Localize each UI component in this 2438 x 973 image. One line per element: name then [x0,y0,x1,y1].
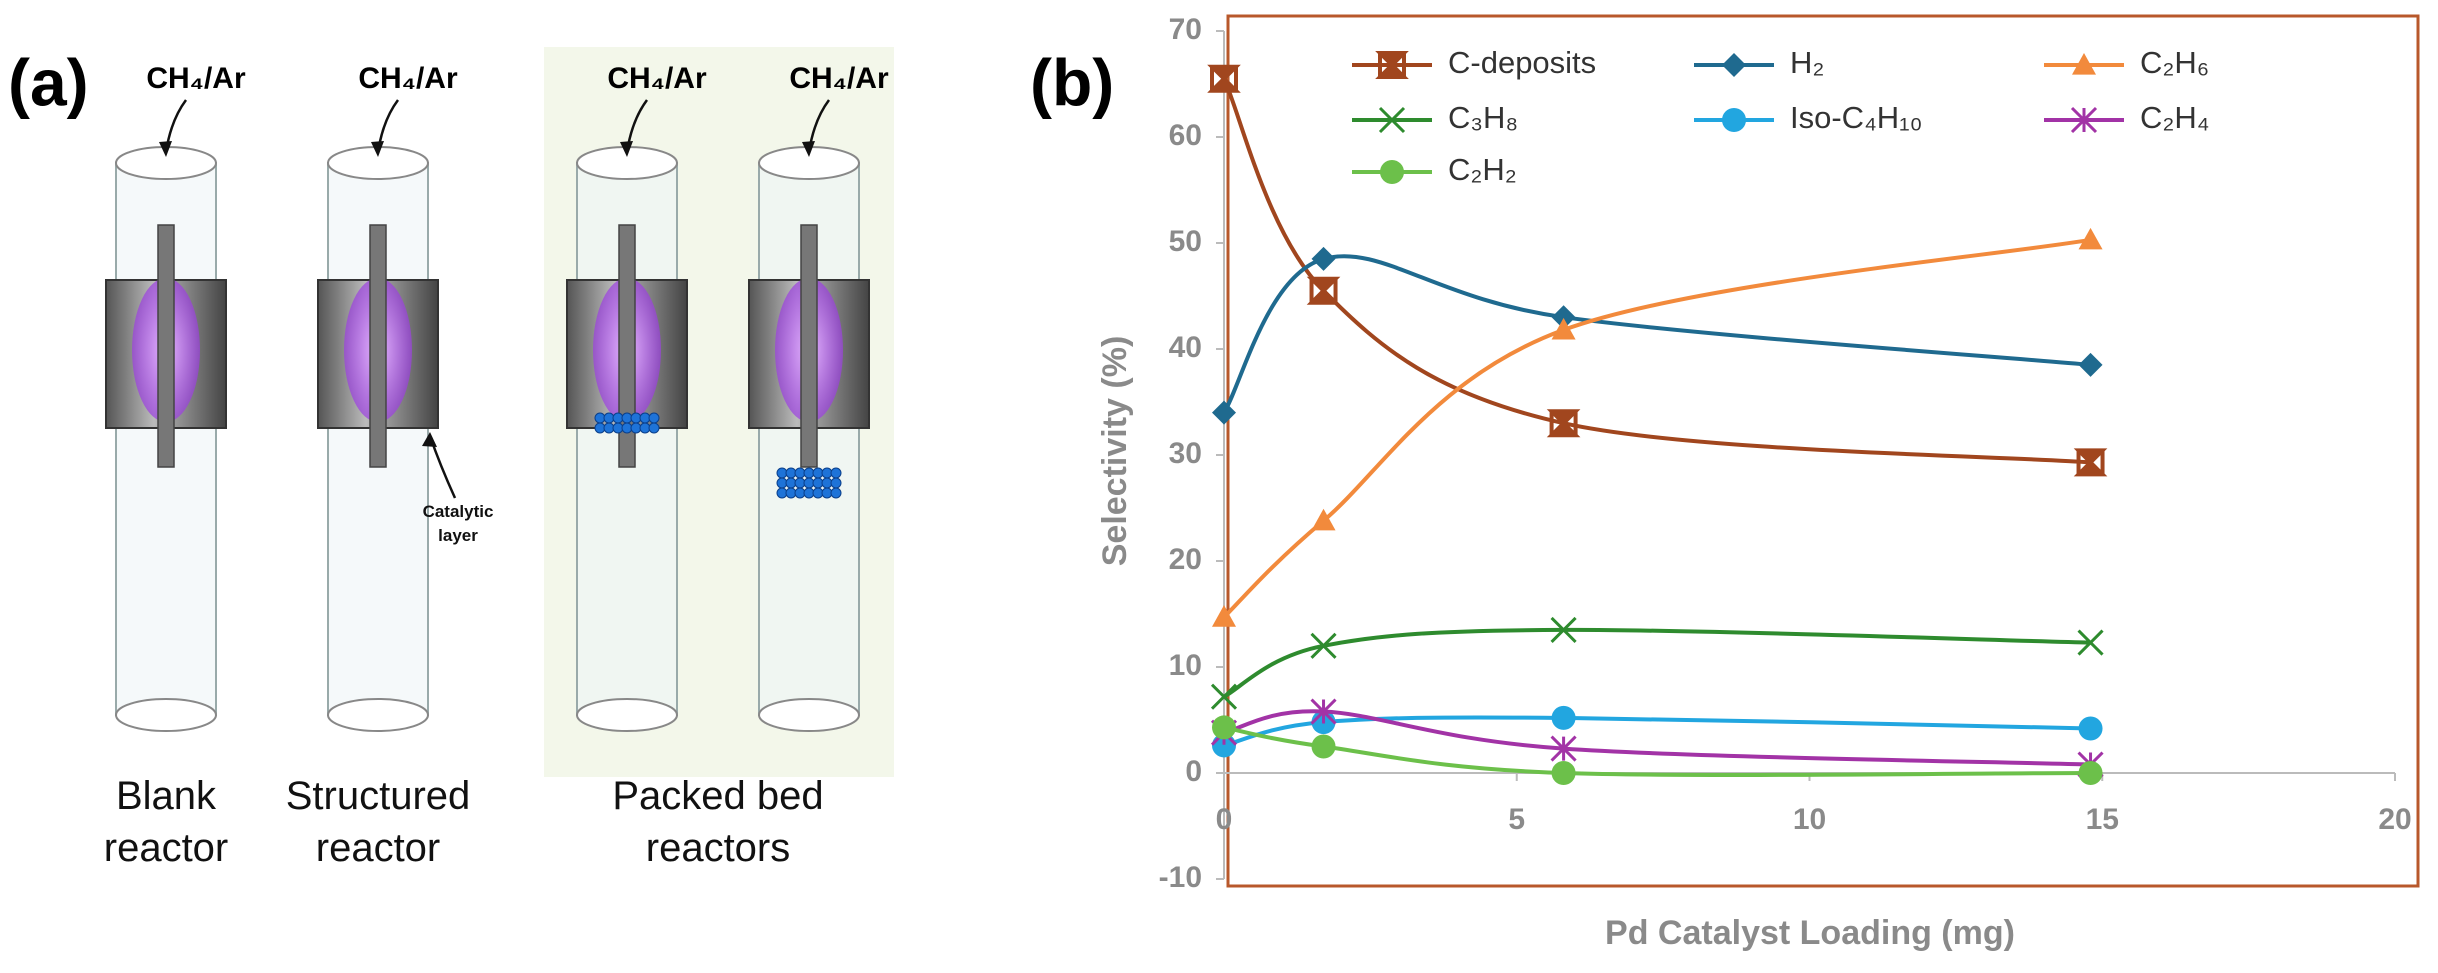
legend-label: H₂ [1790,45,1824,80]
catalyst-bead [830,467,842,479]
legend-marker [2072,53,2096,75]
marker [1311,734,1336,759]
y-tick-label: 50 [1169,225,1202,258]
marker [2078,352,2103,377]
series-line [1223,725,2091,777]
y-tick-label: -10 [1159,861,1202,894]
marker [1306,276,1341,305]
marker [1212,715,1236,740]
marker [1546,409,1581,438]
marker [1210,683,1238,710]
y-tick-label: 70 [1169,13,1202,46]
marker [1212,400,1236,425]
legend-marker [2070,106,2098,134]
catalyst-bead [648,412,660,424]
marker [1551,317,1576,340]
y-tick-label: 60 [1169,119,1202,152]
legend-label: C-deposits [1448,45,1596,80]
arrow-head [371,141,384,157]
series-line [1223,715,2091,748]
legend-label: Iso-C₄H₁₀ [1790,100,1922,135]
legend-label: C₂H₂ [1448,152,1517,187]
series-line [1223,627,2091,699]
x-tick-label: 5 [1508,803,1525,836]
tube-bottom [576,698,678,732]
marker [1310,698,1337,725]
marker [1310,632,1337,659]
marker [1550,735,1577,762]
legend-label: C₂H₆ [2140,45,2209,80]
electrode [369,224,387,468]
x-tick-label: 20 [2378,803,2411,836]
marker [2077,629,2104,656]
x-axis-title: Pd Catalyst Loading (mg) [1605,914,2015,952]
legend-marker [1378,106,1406,134]
caption: Structured reactor [285,774,471,870]
inlet-label: CH₄/Ar [146,62,246,95]
legend-marker [1380,160,1404,184]
y-tick-label: 10 [1169,649,1202,682]
marker [1311,508,1336,531]
electrode [800,224,818,468]
marker [2078,761,2103,785]
series-line [1223,709,2091,767]
inlet-label: CH₄/Ar [607,62,707,95]
series-line [1222,77,2091,465]
marker [1311,246,1336,271]
marker [1551,705,1576,730]
y-axis-title: Selectivity (%) [1096,336,1134,567]
series-line [1222,254,2091,414]
tube-bottom [327,698,429,732]
legend-marker [1375,51,1409,79]
x-tick-label: 10 [1793,803,1826,836]
marker [2078,227,2103,250]
arrow-head [422,432,437,447]
y-tick-label: 0 [1185,755,1202,788]
marker [1207,64,1241,93]
electrode [157,224,175,468]
panel-label: (b) [1030,45,1114,119]
caption: Packed bed reactors [612,774,824,870]
tube-bottom [115,698,217,732]
catalyst-bead [830,487,842,499]
marker [1551,305,1576,330]
chart-frame [1226,14,2420,888]
catalyst-bead [648,422,660,434]
marker [1550,616,1577,643]
marker [1551,761,1576,785]
x-tick-label: 0 [1216,803,1233,836]
legend-marker [1722,53,1746,77]
annotation: Catalytic layer [422,502,494,545]
marker [2073,448,2108,477]
marker [2078,716,2103,741]
x-tick-label: 15 [2086,803,2119,836]
arrow-head [159,141,172,157]
panel-label: (a) [8,45,89,119]
arrow-head [802,141,815,157]
arrow-head [620,141,633,157]
y-tick-label: 30 [1169,437,1202,470]
marker [1212,605,1236,627]
legend-marker [1722,108,1746,132]
legend-label: C₃H₈ [1448,100,1518,135]
tube-bottom [758,698,860,732]
catalyst-bead [830,477,842,489]
inlet-label: CH₄/Ar [789,62,889,95]
electrode [618,224,636,468]
y-tick-label: 20 [1169,543,1202,576]
series-line [1222,237,2091,619]
legend-label: C₂H₄ [2140,100,2209,135]
inlet-label: CH₄/Ar [358,62,458,95]
caption: Blank reactor [103,774,229,870]
y-tick-label: 40 [1169,331,1202,364]
